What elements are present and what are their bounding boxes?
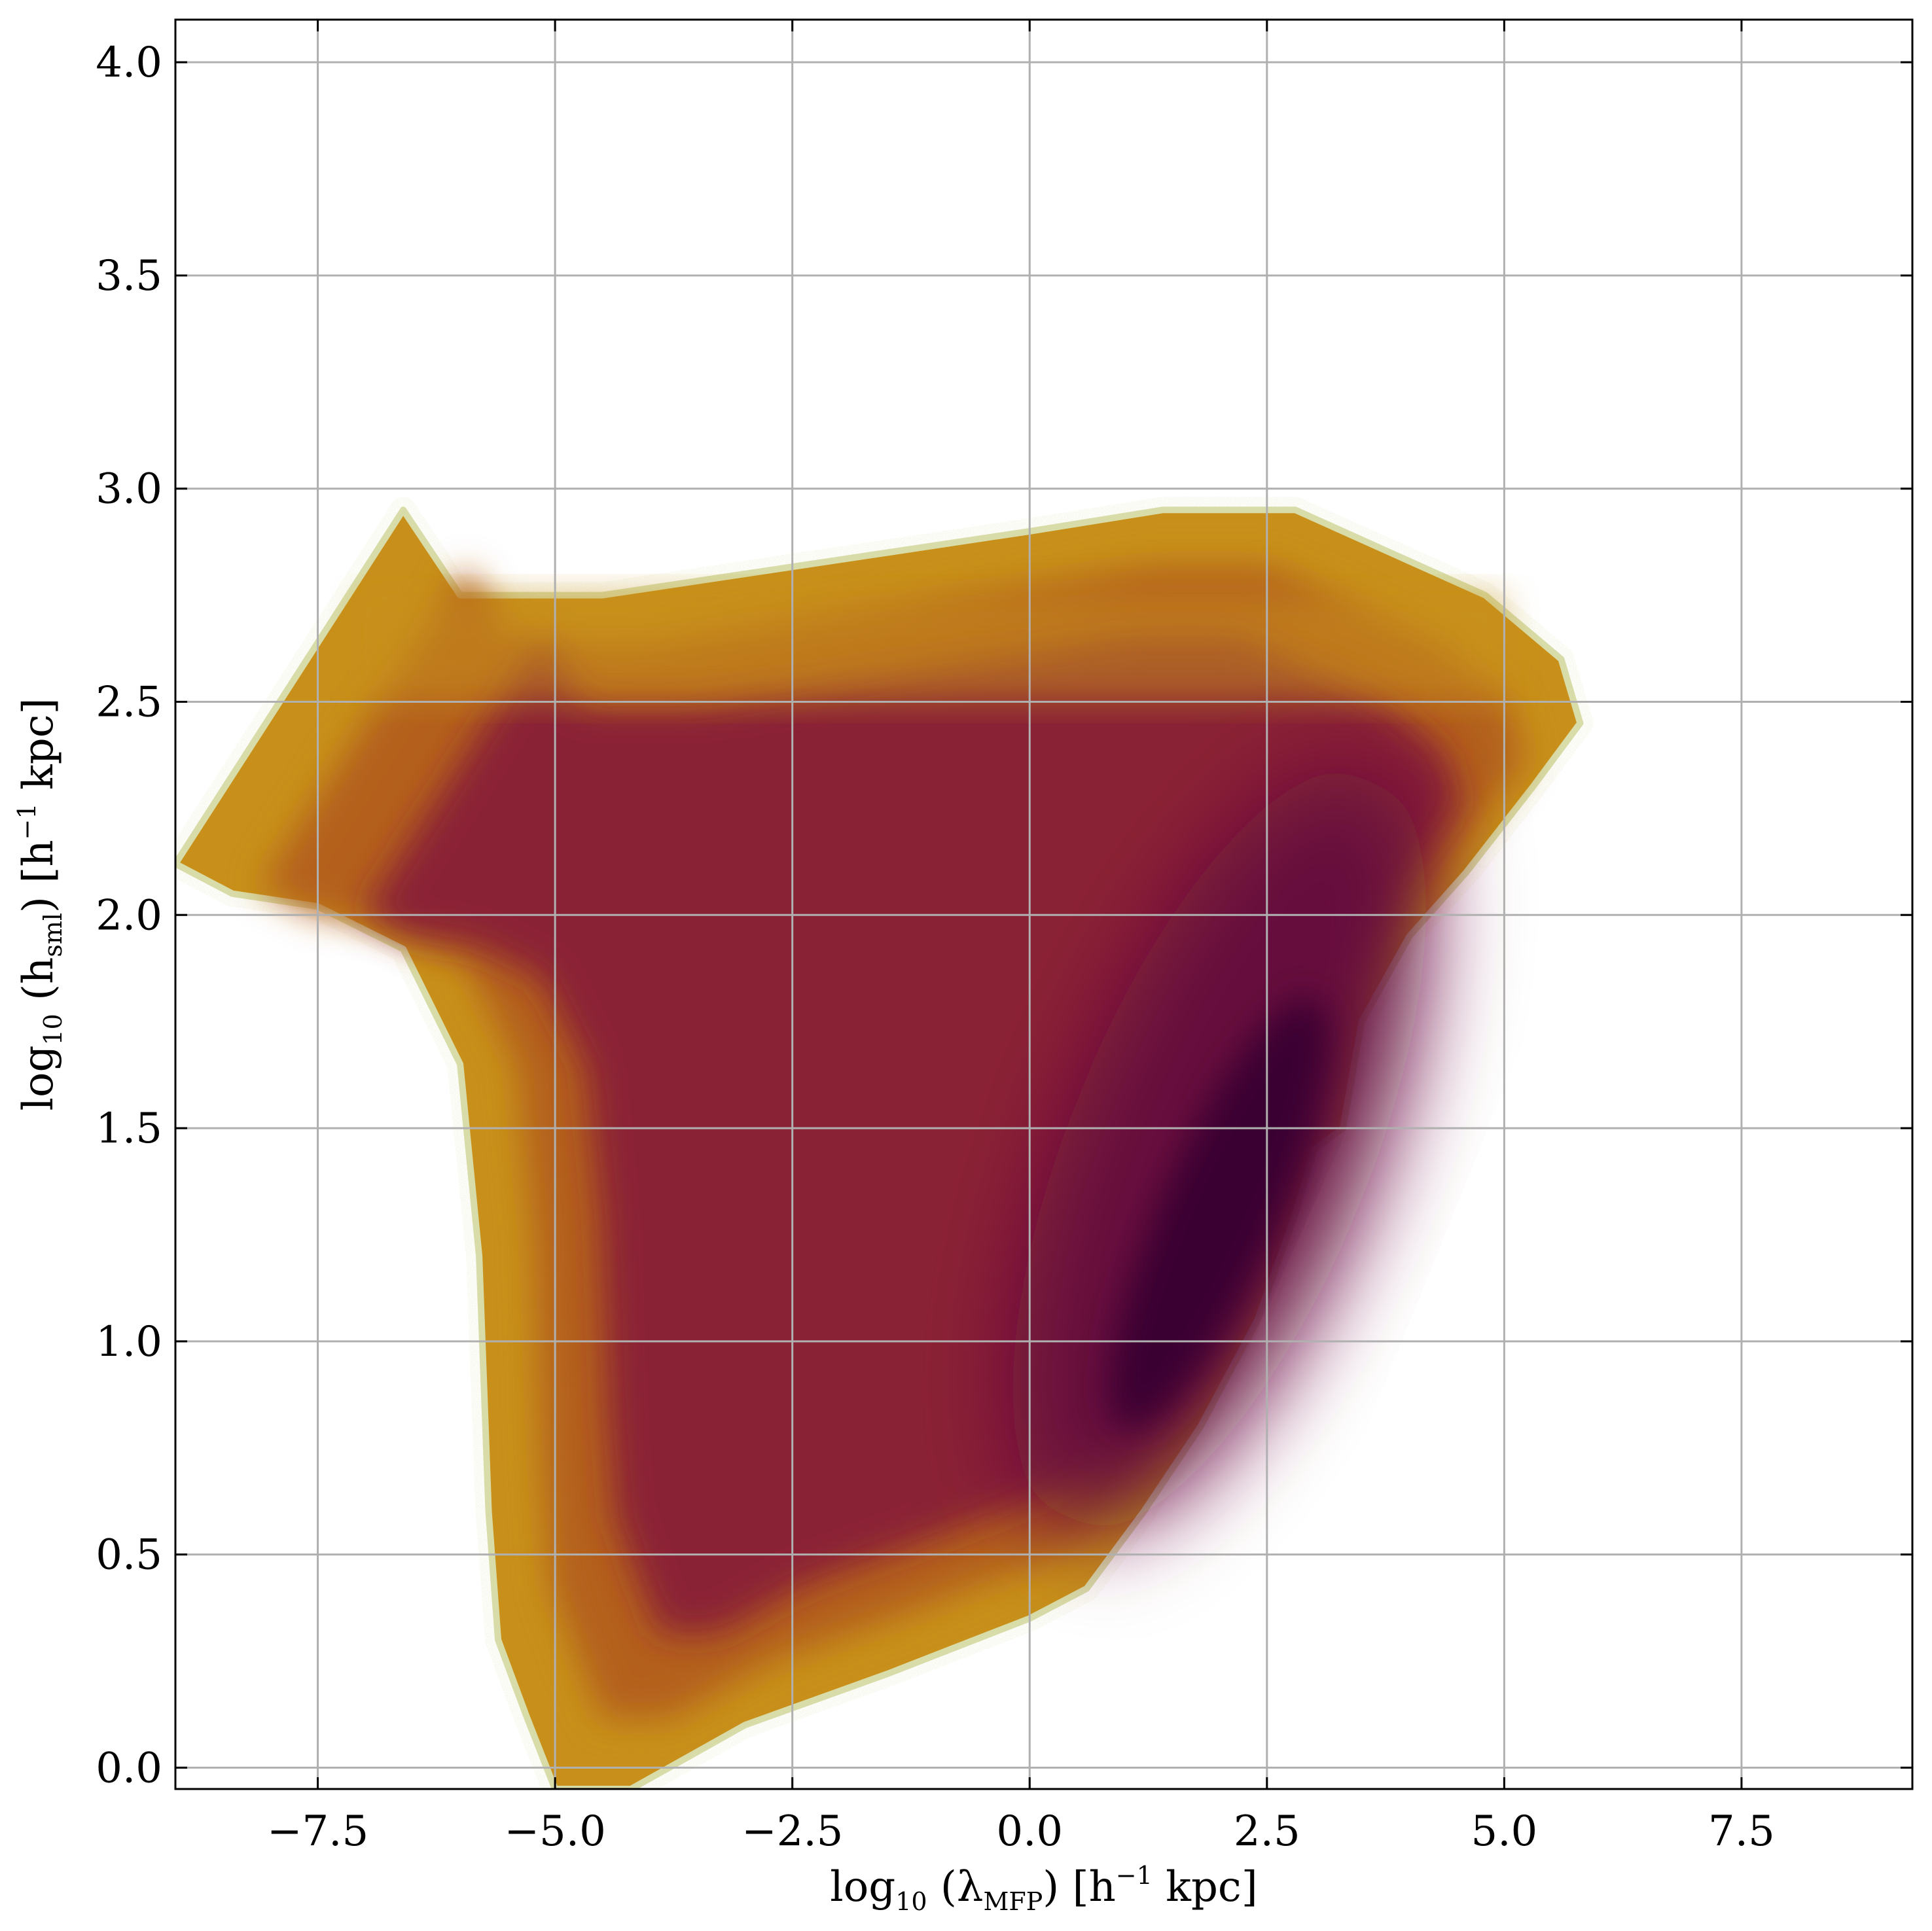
y-tick-label-6: 3.0: [96, 465, 162, 514]
x-axis-label: log10 (λMFP) [h−1 kpc]: [830, 1861, 1257, 1916]
x-tick-label-6: 7.5: [1708, 1807, 1775, 1856]
x-tick-label-2: −2.5: [742, 1807, 843, 1856]
density-layer-high: [363, 636, 1459, 1635]
density-top-band: [365, 595, 1505, 702]
x-tick-label-3: 0.0: [996, 1807, 1063, 1856]
y-tick-label-3: 1.5: [96, 1105, 162, 1153]
y-axis-ticks: 0.0 0.5 1.0 1.5 2.0 2.5 3.0 3.5 4.0: [96, 39, 1912, 1792]
x-tick-label-4: 2.5: [1234, 1807, 1300, 1856]
y-tick-label-2: 1.0: [96, 1318, 162, 1366]
grid-lines: [175, 20, 1912, 1789]
y-tick-label-0: 0.0: [96, 1744, 162, 1792]
density-peak: [1109, 997, 1330, 1430]
y-tick-label-7: 3.5: [96, 252, 162, 300]
x-tick-label-1: −5.0: [504, 1807, 605, 1856]
y-tick-label-5: 2.5: [96, 679, 162, 727]
plot-frame: [174, 18, 1914, 1790]
x-axis-ticks: −7.5 −5.0 −2.5 0.0 2.5 5.0 7.5: [267, 20, 1775, 1856]
y-tick-label-8: 4.0: [96, 39, 162, 87]
x-tick-label-0: −7.5: [267, 1807, 368, 1856]
x-tick-label-5: 5.0: [1471, 1807, 1537, 1856]
y-tick-label-1: 0.5: [96, 1531, 162, 1580]
y-axis-label: log10 (hsml) [h−1 kpc]: [12, 698, 67, 1111]
y-tick-label-4: 2.0: [96, 891, 162, 940]
